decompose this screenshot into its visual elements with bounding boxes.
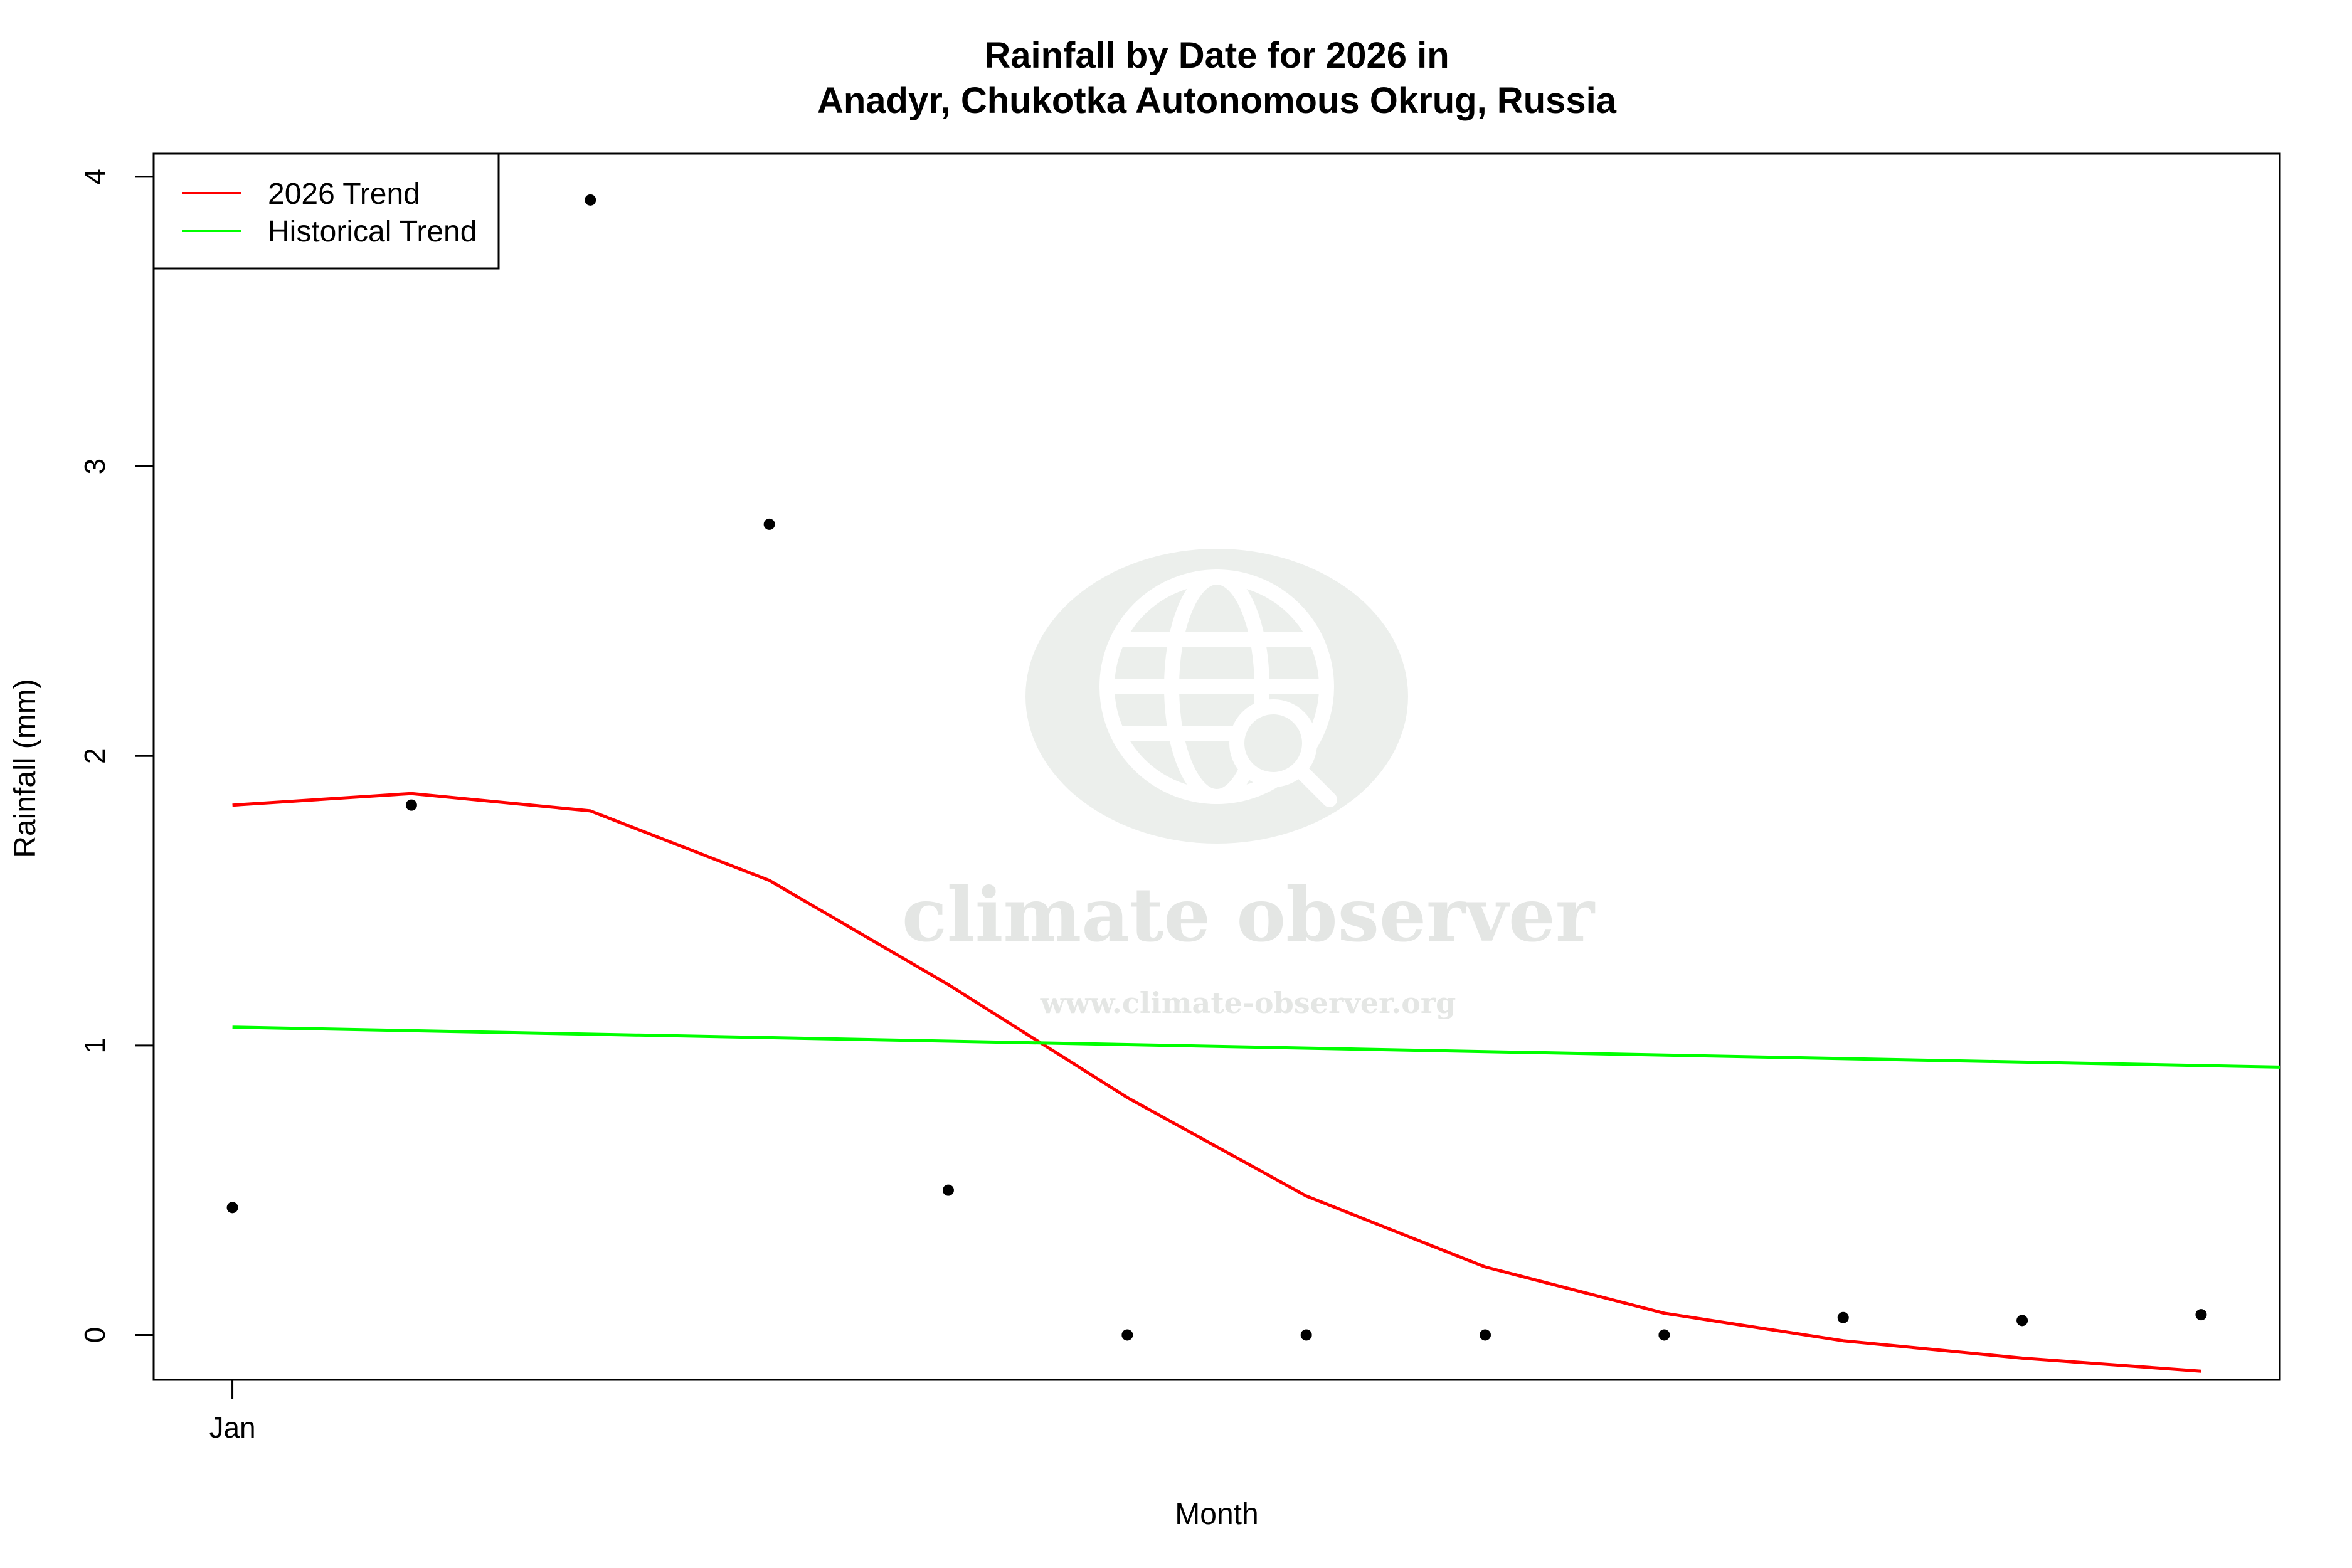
- y-tick-label: 2: [78, 748, 111, 764]
- chart-subtitle: Anadyr, Chukotka Autonomous Okrug, Russi…: [817, 80, 1617, 121]
- y-tick-label: 1: [78, 1037, 111, 1054]
- globe-search-icon: [1099, 569, 1337, 807]
- y-axis-label: Rainfall (mm): [9, 679, 42, 857]
- x-axis: Jan: [209, 1380, 256, 1444]
- legend-box: [152, 152, 500, 270]
- data-point: [1121, 1329, 1133, 1341]
- trend-lines: [232, 792, 2280, 1373]
- series-line-historical-trend: [232, 1025, 2280, 1069]
- data-point: [2016, 1315, 2028, 1327]
- watermark: climate observer www.climate-observer.or…: [902, 549, 1596, 1020]
- data-point: [1480, 1329, 1491, 1341]
- data-point: [942, 1184, 954, 1196]
- y-tick-label: 4: [78, 169, 111, 185]
- data-point: [2195, 1309, 2207, 1321]
- data-point: [1837, 1311, 1849, 1323]
- data-point: [763, 518, 775, 530]
- data-point: [405, 799, 417, 811]
- data-point: [585, 194, 596, 206]
- x-tick-label: Jan: [209, 1411, 255, 1444]
- data-point: [1658, 1329, 1670, 1341]
- watermark-url: www.climate-observer.org: [1040, 986, 1456, 1020]
- data-point: [226, 1202, 238, 1214]
- y-axis: 0 1 2 3 4: [78, 169, 155, 1343]
- legend-label-2026-trend: 2026 Trend: [268, 177, 420, 211]
- y-tick-label: 3: [78, 458, 111, 475]
- legend-label-historical-trend: Historical Trend: [268, 215, 477, 248]
- x-axis-label: Month: [1175, 1498, 1258, 1531]
- chart-title: Rainfall by Date for 2026 in: [984, 35, 1449, 76]
- data-point: [1300, 1329, 1312, 1341]
- y-tick-label: 0: [78, 1327, 111, 1343]
- legend: 2026 Trend Historical Trend: [152, 152, 500, 270]
- data-points: [226, 194, 2207, 1341]
- series-line-2026-trend: [232, 792, 2201, 1373]
- watermark-brand: climate observer: [902, 871, 1596, 958]
